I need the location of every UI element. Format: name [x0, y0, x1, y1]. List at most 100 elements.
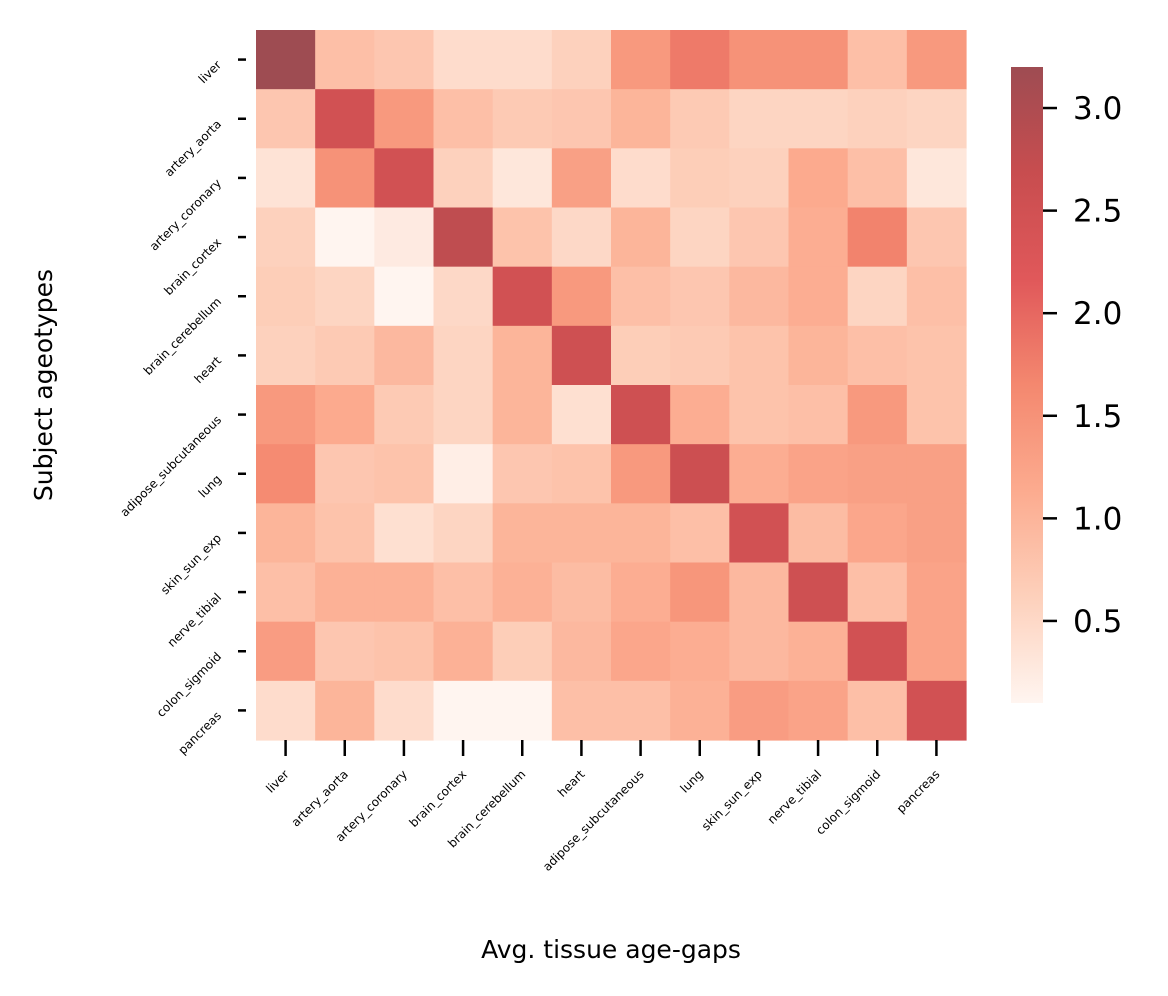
- heatmap-cell-artery_coronary-artery_coronary: [374, 148, 435, 209]
- heatmap-cell-artery_coronary-nerve_tibial: [788, 148, 849, 209]
- heatmap-cell-skin_sun_exp-artery_aorta: [315, 503, 375, 564]
- heatmap-cell-skin_sun_exp-lung: [670, 503, 730, 564]
- x-tick-label: heart: [555, 767, 588, 800]
- heatmap-cell-heart-artery_coronary: [374, 325, 435, 386]
- heatmap-cell-pancreas-liver: [256, 680, 316, 741]
- heatmap-cell-skin_sun_exp-artery_coronary: [374, 503, 435, 564]
- x-tick-label: lung: [678, 767, 706, 795]
- heatmap-cell-nerve_tibial-pancreas: [906, 562, 967, 623]
- heatmap-cell-pancreas-pancreas: [906, 680, 967, 741]
- heatmap-cell-colon_sigmoid-skin_sun_exp: [729, 621, 790, 682]
- heatmap-cell-brain_cortex-heart: [551, 207, 612, 268]
- heatmap-cell-brain_cortex-adipose_subcutaneous: [611, 207, 671, 268]
- heatmap-cell-brain_cortex-nerve_tibial: [788, 207, 849, 268]
- x-tick-label: artery_aorta: [289, 767, 351, 829]
- heatmap-cell-liver-adipose_subcutaneous: [611, 30, 671, 90]
- heatmap-cell-artery_coronary-heart: [551, 148, 612, 209]
- heatmap-cell-liver-lung: [670, 30, 730, 90]
- heatmap-cell-brain_cerebellum-artery_aorta: [315, 266, 375, 327]
- heatmap-cell-colon_sigmoid-colon_sigmoid: [847, 621, 908, 682]
- heatmap-cell-adipose_subcutaneous-brain_cerebellum: [492, 385, 553, 445]
- heatmap-cell-liver-artery_aorta: [315, 30, 375, 90]
- heatmap-cell-brain_cortex-brain_cerebellum: [492, 207, 553, 268]
- heatmap-cell-heart-brain_cerebellum: [492, 325, 553, 386]
- colorbar-tick-label: 2.0: [1073, 296, 1122, 332]
- heatmap-cell-liver-nerve_tibial: [788, 30, 849, 90]
- heatmap-cell-brain_cortex-artery_coronary: [374, 207, 435, 268]
- heatmap-cell-brain_cerebellum-heart: [551, 266, 612, 327]
- heatmap-cell-lung-adipose_subcutaneous: [611, 444, 671, 504]
- heatmap-cell-liver-heart: [551, 30, 612, 90]
- heatmap-cell-pancreas-brain_cortex: [433, 680, 494, 741]
- heatmap-cell-artery_aorta-pancreas: [906, 89, 967, 149]
- heatmap-cell-adipose_subcutaneous-pancreas: [906, 385, 967, 445]
- heatmap-cell-liver-pancreas: [906, 30, 967, 90]
- colorbar-tick-label: 0.5: [1073, 604, 1122, 640]
- heatmap-cell-liver-brain_cerebellum: [492, 30, 553, 90]
- heatmap-cell-skin_sun_exp-colon_sigmoid: [847, 503, 908, 564]
- x-tick-label: pancreas: [894, 767, 943, 816]
- heatmap-cell-liver-colon_sigmoid: [847, 30, 908, 90]
- colorbar-tick-label: 2.5: [1073, 194, 1122, 230]
- heatmap-cell-colon_sigmoid-adipose_subcutaneous: [611, 621, 671, 682]
- heatmap-cell-adipose_subcutaneous-adipose_subcutaneous: [611, 385, 671, 445]
- x-tick-label: colon_sigmoid: [813, 767, 883, 837]
- heatmap-cell-colon_sigmoid-liver: [256, 621, 316, 682]
- heatmap-cell-lung-nerve_tibial: [788, 444, 849, 504]
- y-axis: liverartery_aortaartery_coronarybrain_co…: [117, 58, 246, 757]
- heatmap-cell-pancreas-artery_coronary: [374, 680, 435, 741]
- heatmap-cell-adipose_subcutaneous-lung: [670, 385, 730, 445]
- heatmap-cell-lung-skin_sun_exp: [729, 444, 790, 504]
- heatmap-cell-pancreas-skin_sun_exp: [729, 680, 790, 741]
- heatmap-cell-lung-brain_cortex: [433, 444, 494, 504]
- heatmap-cell-colon_sigmoid-artery_coronary: [374, 621, 435, 682]
- heatmap-cell-brain_cortex-brain_cortex: [433, 207, 494, 268]
- heatmap-cell-nerve_tibial-adipose_subcutaneous: [611, 562, 671, 623]
- heatmap-cell-lung-artery_coronary: [374, 444, 435, 504]
- y-axis-title: Subject ageotypes: [29, 269, 58, 501]
- heatmap-cell-artery_aorta-liver: [256, 89, 316, 149]
- heatmap-cell-skin_sun_exp-brain_cerebellum: [492, 503, 553, 564]
- heatmap-cell-adipose_subcutaneous-brain_cortex: [433, 385, 494, 445]
- heatmap-cell-brain_cortex-artery_aorta: [315, 207, 375, 268]
- heatmap-cell-nerve_tibial-skin_sun_exp: [729, 562, 790, 623]
- heatmap-cell-brain_cerebellum-pancreas: [906, 266, 967, 327]
- y-tick-label: brain_cortex: [161, 235, 224, 298]
- heatmap-cell-artery_coronary-pancreas: [906, 148, 967, 209]
- x-tick-label: brain_cortex: [406, 767, 469, 830]
- heatmap-cell-liver-artery_coronary: [374, 30, 435, 90]
- colorbar-tick-label: 1.0: [1073, 501, 1122, 537]
- heatmap-cell-artery_aorta-brain_cortex: [433, 89, 494, 149]
- heatmap-cell-brain_cerebellum-lung: [670, 266, 730, 327]
- heatmap-cell-nerve_tibial-brain_cortex: [433, 562, 494, 623]
- heatmap-cell-liver-liver: [256, 30, 316, 90]
- heatmap-cell-colon_sigmoid-nerve_tibial: [788, 621, 849, 682]
- heatmap-cell-colon_sigmoid-brain_cerebellum: [492, 621, 553, 682]
- colorbar-tick-label: 3.0: [1073, 91, 1122, 127]
- heatmap-cell-heart-pancreas: [906, 325, 967, 386]
- heatmap-cell-skin_sun_exp-liver: [256, 503, 316, 564]
- heatmap-cell-colon_sigmoid-brain_cortex: [433, 621, 494, 682]
- heatmap-cell-brain_cortex-colon_sigmoid: [847, 207, 908, 268]
- heatmap-cell-adipose_subcutaneous-artery_aorta: [315, 385, 375, 445]
- heatmap-cell-skin_sun_exp-adipose_subcutaneous: [611, 503, 671, 564]
- heatmap-cell-brain_cerebellum-artery_coronary: [374, 266, 435, 327]
- heatmap-cell-liver-skin_sun_exp: [729, 30, 790, 90]
- heatmap-cell-adipose_subcutaneous-nerve_tibial: [788, 385, 849, 445]
- heatmap-cell-nerve_tibial-artery_aorta: [315, 562, 375, 623]
- y-tick-label: nerve_tibial: [165, 590, 224, 649]
- y-tick-label: adipose_subcutaneous: [117, 413, 224, 520]
- y-tick-label: lung: [196, 472, 224, 500]
- heatmap-cell-artery_coronary-brain_cerebellum: [492, 148, 553, 209]
- heatmap-cell-skin_sun_exp-pancreas: [906, 503, 967, 564]
- heatmap-cell-artery_aorta-artery_coronary: [374, 89, 435, 149]
- heatmap-cell-heart-adipose_subcutaneous: [611, 325, 671, 386]
- heatmap-cell-heart-lung: [670, 325, 730, 386]
- y-tick-label: heart: [192, 353, 225, 386]
- y-tick-label: artery_aorta: [162, 117, 224, 179]
- x-tick-label: nerve_tibial: [765, 767, 824, 826]
- heatmap-cell-colon_sigmoid-lung: [670, 621, 730, 682]
- heatmap-cell-adipose_subcutaneous-heart: [551, 385, 612, 445]
- heatmap-cell-pancreas-artery_aorta: [315, 680, 375, 741]
